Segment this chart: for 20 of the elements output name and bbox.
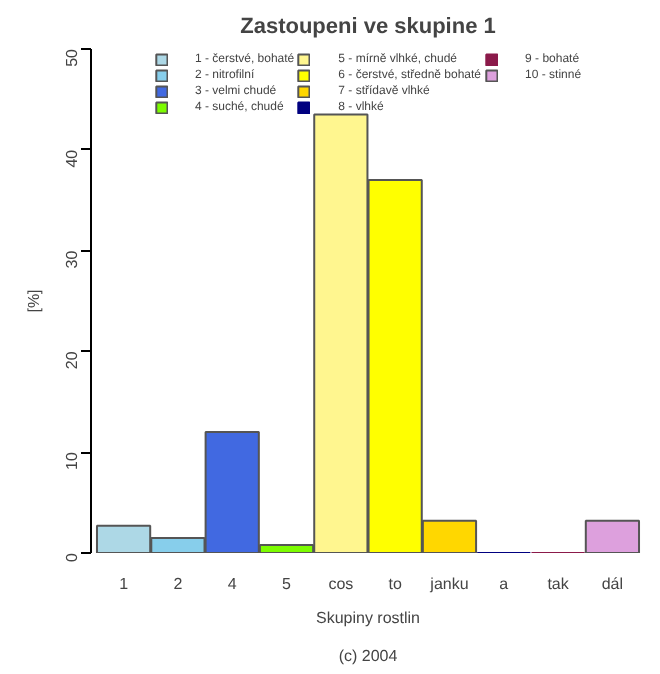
x-tick-label: tak: [547, 575, 571, 593]
x-tick-label: janku: [428, 575, 469, 593]
y-tick-label: 50: [63, 47, 81, 67]
y-tick-label: 0: [63, 551, 81, 562]
text: (c) 2004: [338, 647, 399, 665]
x-tick-label: 5: [282, 575, 293, 593]
x-tick-label: 1: [119, 575, 130, 593]
y-tick-label: 30: [63, 249, 81, 269]
y-tick-label: 20: [63, 350, 81, 370]
y-axis-title: [%]: [25, 289, 43, 313]
x-tick-label: to: [388, 575, 403, 593]
x-tick-label: 2: [173, 575, 184, 593]
x-axis-title: Skupiny rostlin: [315, 609, 421, 627]
x-tick-label: a: [499, 575, 510, 593]
x-tick-label: cos: [328, 575, 354, 593]
chart-title: Zastoupeni ve skupine 1: [240, 15, 496, 39]
x-tick-label: 4: [227, 575, 238, 593]
y-tick-label: 40: [63, 148, 81, 168]
y-tick-label: 10: [63, 451, 81, 470]
x-tick-label: dál: [601, 575, 624, 593]
